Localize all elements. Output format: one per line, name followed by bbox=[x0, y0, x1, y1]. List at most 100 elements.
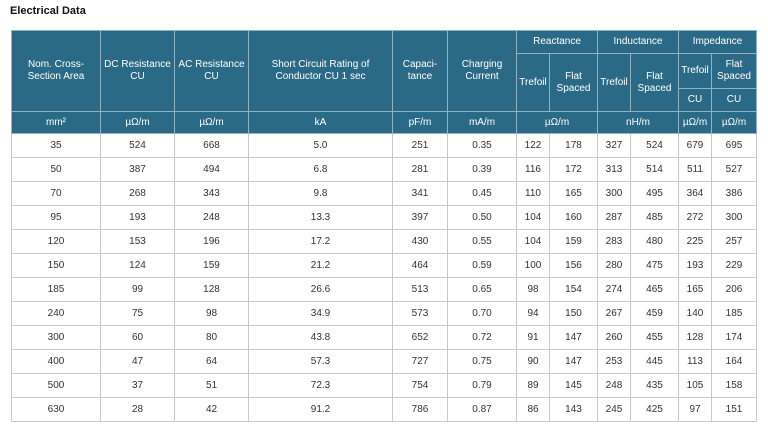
cell-reactance-trefoil: 91 bbox=[516, 325, 550, 350]
cell-charging-current: 0.45 bbox=[447, 181, 517, 206]
cell-capacitance: 397 bbox=[392, 205, 448, 230]
cell-ac-resistance: 51 bbox=[174, 373, 249, 398]
electrical-data-table: Nom. Cross-Section Area DC Resistance CU… bbox=[11, 30, 758, 422]
cell-dc-resistance: 153 bbox=[100, 229, 175, 254]
cell-ac-resistance: 128 bbox=[174, 277, 249, 302]
cell-capacitance: 513 bbox=[392, 277, 448, 302]
cell-capacitance: 652 bbox=[392, 325, 448, 350]
header-impedance: Impedance bbox=[677, 30, 758, 54]
cell-short-circuit: 21.2 bbox=[248, 253, 393, 278]
cell-inductance-flat: 495 bbox=[630, 181, 679, 206]
cell-capacitance: 786 bbox=[392, 397, 448, 422]
cell-cross-section: 35 bbox=[11, 133, 101, 158]
cell-impedance-trefoil: 140 bbox=[678, 301, 712, 326]
cell-inductance-trefoil: 287 bbox=[597, 205, 631, 230]
cell-ac-resistance: 668 bbox=[174, 133, 249, 158]
cell-inductance-flat: 455 bbox=[630, 325, 679, 350]
cell-impedance-trefoil: 272 bbox=[678, 205, 712, 230]
header-short-circuit: Short Circuit Rating of Conductor CU 1 s… bbox=[248, 30, 393, 112]
cell-inductance-trefoil: 260 bbox=[597, 325, 631, 350]
cell-short-circuit: 5.0 bbox=[248, 133, 393, 158]
cell-charging-current: 0.39 bbox=[447, 157, 517, 182]
header-capacitance: Capaci-tance bbox=[392, 30, 448, 112]
cell-reactance-flat: 165 bbox=[549, 181, 598, 206]
cell-reactance-trefoil: 104 bbox=[516, 205, 550, 230]
cell-dc-resistance: 75 bbox=[100, 301, 175, 326]
cell-charging-current: 0.72 bbox=[447, 325, 517, 350]
cell-impedance-flat: 300 bbox=[710, 205, 758, 230]
cell-inductance-flat: 465 bbox=[630, 277, 679, 302]
cell-reactance-flat: 143 bbox=[549, 397, 598, 422]
unit-impedance-trefoil: µΩ/m bbox=[678, 111, 712, 134]
cell-reactance-trefoil: 98 bbox=[516, 277, 550, 302]
cell-cross-section: 400 bbox=[11, 349, 101, 374]
table-row: 120 153 196 17.2 430 0.55 104 159 283 480 225 257 bbox=[11, 229, 758, 254]
table-row: 50 387 494 6.8 281 0.39 116 172 313 514 511 527 bbox=[11, 157, 758, 182]
header-reactance-trefoil: Trefoil bbox=[516, 53, 550, 112]
cell-inductance-flat: 459 bbox=[630, 301, 679, 326]
cell-impedance-trefoil: 165 bbox=[678, 277, 712, 302]
cell-inductance-trefoil: 283 bbox=[597, 229, 631, 254]
cell-cross-section: 150 bbox=[11, 253, 101, 278]
cell-impedance-trefoil: 225 bbox=[678, 229, 712, 254]
header-reactance-flat: Flat Spaced bbox=[549, 53, 598, 112]
cell-charging-current: 0.65 bbox=[447, 277, 517, 302]
unit-dc-resistance: µΩ/m bbox=[100, 111, 175, 134]
cell-cross-section: 120 bbox=[11, 229, 101, 254]
unit-reactance: µΩ/m bbox=[516, 111, 598, 134]
header-impedance-trefoil: Trefoil bbox=[678, 53, 712, 89]
cell-capacitance: 754 bbox=[392, 373, 448, 398]
cell-charging-current: 0.75 bbox=[447, 349, 517, 374]
cell-inductance-trefoil: 267 bbox=[597, 301, 631, 326]
header-inductance: Inductance bbox=[597, 30, 679, 54]
cell-reactance-trefoil: 94 bbox=[516, 301, 550, 326]
table-row: 70 268 343 9.8 341 0.45 110 165 300 495 364 386 bbox=[11, 181, 758, 206]
cell-dc-resistance: 60 bbox=[100, 325, 175, 350]
header-inductance-flat: Flat Spaced bbox=[630, 53, 679, 112]
cell-dc-resistance: 124 bbox=[100, 253, 175, 278]
header-impedance-trefoil-cu: CU bbox=[678, 88, 712, 112]
header-ac-resistance: AC Resistance CU bbox=[174, 30, 249, 112]
unit-short-circuit: kA bbox=[248, 111, 393, 134]
cell-impedance-flat: 151 bbox=[710, 397, 758, 422]
cell-reactance-flat: 160 bbox=[549, 205, 598, 230]
cell-charging-current: 0.59 bbox=[447, 253, 517, 278]
cell-inductance-flat: 524 bbox=[630, 133, 679, 158]
header-cross-section: Nom. Cross-Section Area bbox=[11, 30, 101, 112]
cell-charging-current: 0.70 bbox=[447, 301, 517, 326]
cell-impedance-flat: 229 bbox=[710, 253, 758, 278]
cell-short-circuit: 43.8 bbox=[248, 325, 393, 350]
cell-capacitance: 727 bbox=[392, 349, 448, 374]
cell-charging-current: 0.55 bbox=[447, 229, 517, 254]
cell-capacitance: 281 bbox=[392, 157, 448, 182]
cell-reactance-flat: 145 bbox=[549, 373, 598, 398]
cell-cross-section: 500 bbox=[11, 373, 101, 398]
cell-short-circuit: 13.3 bbox=[248, 205, 393, 230]
cell-impedance-flat: 164 bbox=[710, 349, 758, 374]
cell-ac-resistance: 343 bbox=[174, 181, 249, 206]
cell-dc-resistance: 47 bbox=[100, 349, 175, 374]
table-row: 300 60 80 43.8 652 0.72 91 147 260 455 128 174 bbox=[11, 325, 758, 350]
cell-inductance-trefoil: 245 bbox=[597, 397, 631, 422]
table-body: 35 524 668 5.0 251 0.35 122 178 327 524 679 695 50 38… bbox=[11, 133, 758, 422]
cell-reactance-flat: 147 bbox=[549, 349, 598, 374]
cell-capacitance: 430 bbox=[392, 229, 448, 254]
table-row: 500 37 51 72.3 754 0.79 89 145 248 435 105 158 bbox=[11, 373, 758, 398]
cell-cross-section: 630 bbox=[11, 397, 101, 422]
cell-ac-resistance: 64 bbox=[174, 349, 249, 374]
cell-inductance-flat: 425 bbox=[630, 397, 679, 422]
cell-inductance-trefoil: 280 bbox=[597, 253, 631, 278]
header-inductance-trefoil: Trefoil bbox=[597, 53, 631, 112]
cell-impedance-trefoil: 105 bbox=[678, 373, 712, 398]
table-row: 150 124 159 21.2 464 0.59 100 156 280 475 193 229 bbox=[11, 253, 758, 278]
cell-ac-resistance: 248 bbox=[174, 205, 249, 230]
cell-ac-resistance: 80 bbox=[174, 325, 249, 350]
cell-impedance-trefoil: 511 bbox=[678, 157, 712, 182]
cell-cross-section: 185 bbox=[11, 277, 101, 302]
cell-impedance-flat: 174 bbox=[710, 325, 758, 350]
cell-reactance-trefoil: 116 bbox=[516, 157, 550, 182]
cell-cross-section: 95 bbox=[11, 205, 101, 230]
cell-impedance-trefoil: 113 bbox=[678, 349, 712, 374]
unit-cross-section: mm² bbox=[11, 111, 101, 134]
cell-dc-resistance: 193 bbox=[100, 205, 175, 230]
